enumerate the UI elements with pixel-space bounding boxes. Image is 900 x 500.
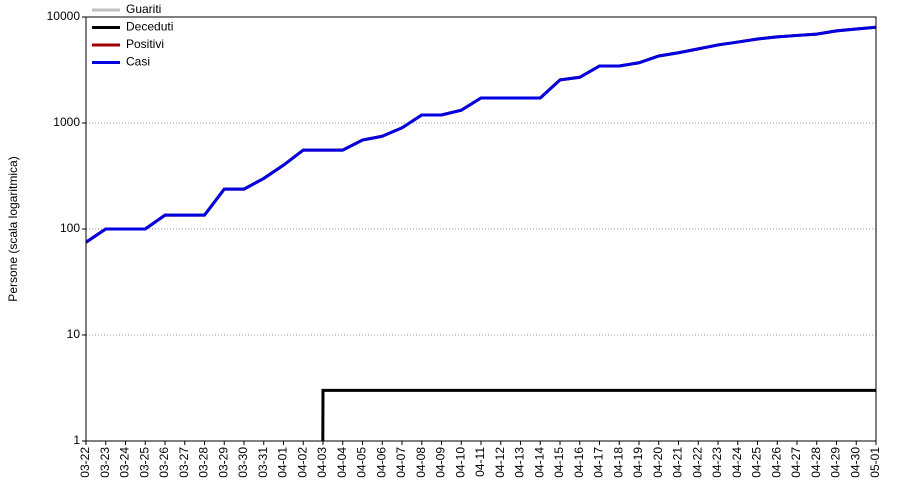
series-line [86,25,876,244]
legend-label: Deceduti [126,20,173,34]
x-tick-label: 04-10 [453,447,467,478]
x-tick-label: 04-04 [335,447,349,478]
y-tick-label: 10000 [47,9,81,23]
x-tick-label: 03-29 [216,447,230,478]
x-tick-label: 04-09 [434,447,448,478]
x-tick-label: 04-22 [690,447,704,478]
legend-label: Casi [126,55,150,69]
x-tick-label: 05-01 [868,447,882,478]
x-tick-label: 04-27 [789,447,803,478]
x-tick-label: 03-26 [157,447,171,478]
x-tick-label: 04-24 [730,447,744,478]
x-tick-label: 04-03 [315,447,329,478]
x-tick-label: 04-18 [611,447,625,478]
x-tick-label: 03-22 [78,447,92,478]
legend-label: Positivi [126,37,164,51]
series-line [86,25,876,244]
x-tick-label: 04-07 [394,447,408,478]
labels: 1 10 100 1000 10000 03-22 03-23 03-24 03-25 03-26… [47,2,883,478]
x-tick-label: 04-21 [671,447,685,478]
x-tick-label: 04-20 [651,447,665,478]
plot-frame [85,16,877,442]
x-tick-label: 04-08 [414,447,428,478]
x-tick-label: 04-02 [295,447,309,478]
x-tick-label: 04-23 [710,447,724,478]
legend-label: Guariti [126,2,161,16]
x-tick-label: 04-26 [769,447,783,478]
x-tick-label: 04-01 [276,447,290,478]
x-tick-label: 04-29 [829,447,843,478]
x-tick-label: 04-19 [631,447,645,478]
y-axis-label: Persone (scala logaritmica) [6,156,20,301]
y-tick-label: 10 [67,327,81,341]
x-tick-label: 04-12 [493,447,507,478]
x-tick-label: 04-17 [592,447,606,478]
x-tick-label: 04-30 [848,447,862,478]
x-tick-label: 04-14 [532,447,546,478]
y-tick-label: 1000 [53,115,80,129]
x-tick-label: 04-11 [473,447,487,477]
x-tick-label: 04-25 [750,447,764,478]
x-tick-label: 04-28 [809,447,823,478]
x-tick-label: 04-06 [374,447,388,478]
x-tick-label: 03-28 [197,447,211,478]
x-tick-label: 03-27 [177,447,191,478]
plot-area [86,25,876,441]
x-tick-label: 04-15 [552,447,566,478]
x-tick-label: 04-13 [513,447,527,478]
x-tick-label: 04-05 [355,447,369,478]
x-tick-label: 03-30 [236,447,250,478]
y-tick-label: 100 [60,221,80,235]
x-tick-label: 04-16 [572,447,586,478]
x-tick-label: 03-23 [98,447,112,478]
x-tick-label: 03-31 [256,447,270,478]
series-line [321,388,876,441]
grid [86,122,876,336]
x-tick-label: 03-24 [118,447,132,478]
y-tick-label: 1 [73,433,80,447]
x-tick-label: 03-25 [137,447,151,478]
